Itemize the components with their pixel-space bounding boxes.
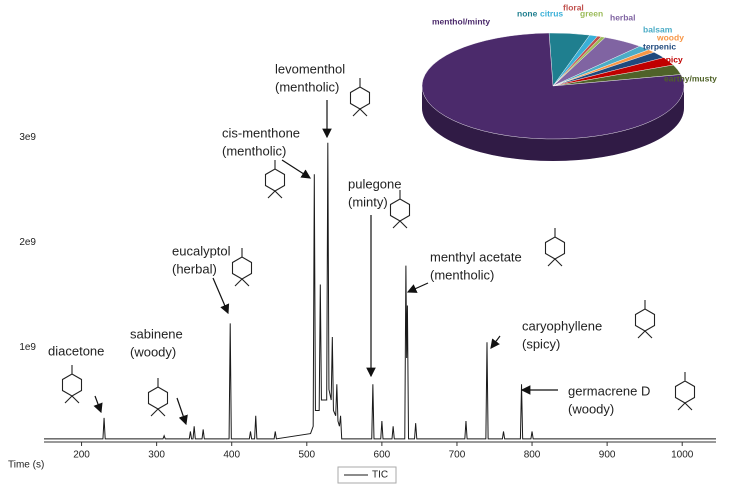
y-tick-label: 2e9 [19,237,36,248]
molecule-sketch [147,378,169,417]
annotation-label: menthyl acetate [430,249,522,264]
annotation-arrow [176,397,188,426]
annotation-arrow [490,335,501,349]
x-tick-label: 800 [524,450,541,461]
pie-label: woody [656,32,684,42]
x-tick-label: 300 [148,450,165,461]
annotation-label: caryophyllene [522,318,602,333]
pie-label: none [517,8,538,18]
x-axis-label: Time (s) [8,460,44,471]
tic-trace [44,142,716,440]
pie-label: spicy [661,54,683,64]
y-tick-label: 1e9 [19,342,36,353]
molecule-sketch [61,365,83,404]
x-tick-label: 200 [73,450,90,461]
molecule-sketch [389,190,411,229]
annotation-note: (mentholic) [222,143,286,158]
molecule-sketch [634,300,656,339]
annotation-label: eucalyptol [172,243,231,258]
annotation-label: sabinene [130,326,183,341]
pie-label: terpenic [643,41,676,51]
annotation-note: (woody) [568,401,614,416]
molecule-sketch [349,78,371,117]
annotation-label: germacrene D [568,383,650,398]
x-tick-label: 900 [599,450,616,461]
molecule-sketch [544,228,566,267]
legend-label: TIC [372,470,388,481]
annotation-arrow [406,282,429,293]
annotation-arrow [93,395,103,414]
annotation-label: levomenthol [275,61,345,76]
molecule-sketch [231,248,253,287]
annotation-note: (spicy) [522,336,560,351]
legend-box [337,466,397,484]
annotation-arrow [212,277,230,315]
annotation-note: (woody) [130,344,176,359]
slice-side-shade [422,86,684,161]
annotation-arrow [281,159,312,179]
x-tick-label: 700 [449,450,466,461]
x-tick-label: 600 [374,450,391,461]
annotation-label: pulegone [348,176,402,191]
annotation-note: (mentholic) [430,267,494,282]
molecule-sketch [264,160,286,199]
pie-label: earthy/musty [664,73,717,83]
pie-label: citrus [540,8,563,18]
pie-slice [421,32,685,140]
slice-side [422,86,684,161]
x-tick-label: 400 [223,450,240,461]
annotation-note: (mentholic) [275,79,339,94]
x-tick-label: 1000 [671,450,694,461]
y-tick-label: 3e9 [19,132,36,143]
pie-label: floral [563,2,584,12]
pie-label: herbal [610,12,636,22]
pie-label: balsam [643,24,673,34]
annotation-note: (herbal) [172,261,217,276]
pie-label: green [580,8,603,18]
pie-label: menthol/minty [432,16,490,26]
annotation-note: (minty) [348,194,388,209]
annotation-label: diacetone [48,343,104,358]
molecule-sketch [674,372,696,411]
annotation-label: cis-menthone [222,125,300,140]
x-tick-label: 500 [298,450,315,461]
